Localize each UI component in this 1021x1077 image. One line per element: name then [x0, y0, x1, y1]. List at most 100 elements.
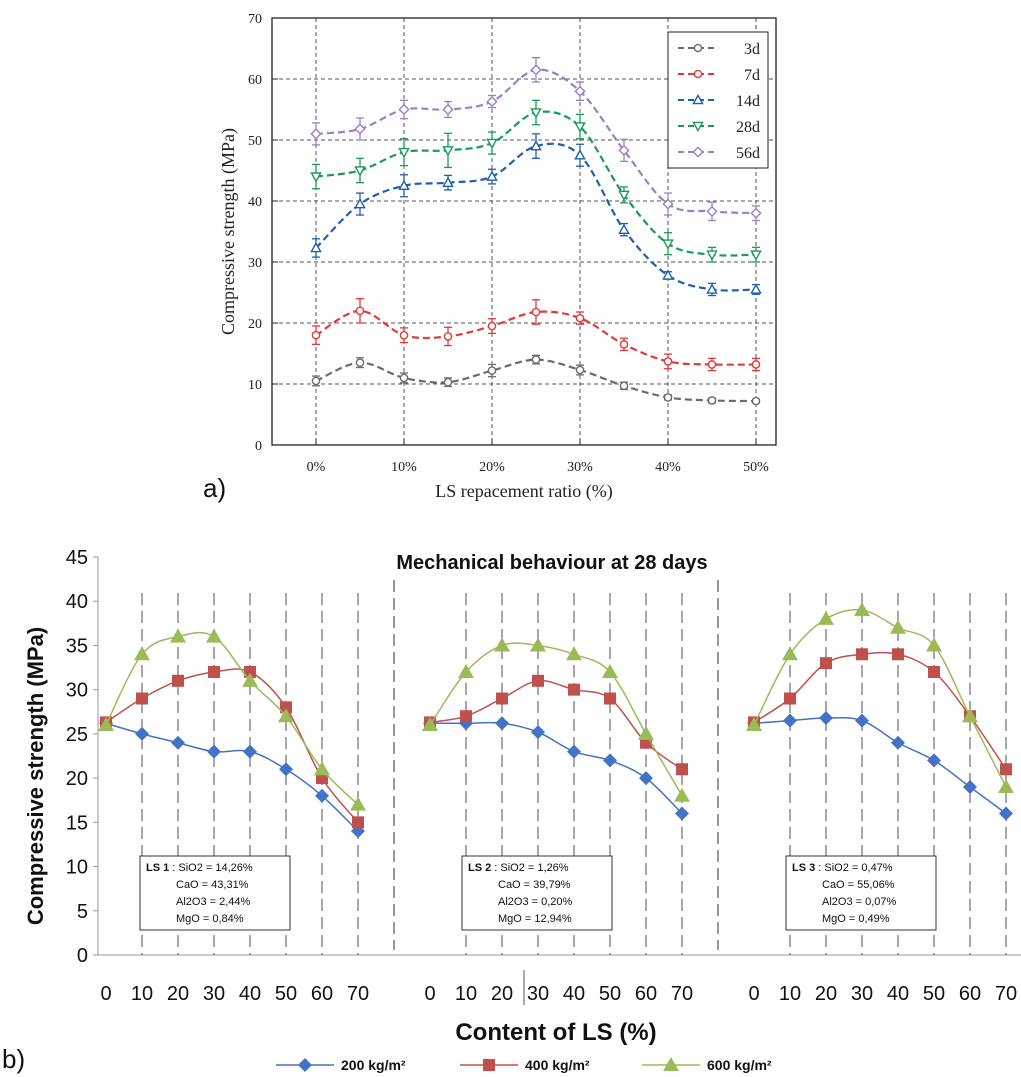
plot-frame	[271, 17, 777, 446]
group-LS 3: 0 10 20 30 40 50 60 70 LS 3 : SiO2 = 0,47% CaO = …	[746, 593, 1017, 1005]
data-point	[135, 726, 149, 741]
x-tick-label: 20	[167, 983, 189, 1005]
legend: 200 kg/m² 400 kg/m² 600 kg/m²	[276, 1057, 772, 1073]
data-point	[494, 637, 510, 652]
data-point	[354, 123, 366, 135]
data-point	[460, 710, 472, 723]
data-point	[676, 763, 688, 776]
data-point	[693, 43, 703, 53]
y-tick-label: 45	[66, 547, 88, 569]
y-tick-label: 0	[77, 945, 88, 967]
data-point	[398, 103, 410, 116]
data-point	[891, 735, 905, 750]
y-tick-label: 10	[248, 378, 262, 393]
data-point	[927, 753, 941, 768]
data-point	[531, 725, 545, 740]
data-point	[783, 713, 797, 728]
data-point	[314, 761, 330, 776]
y-tick-label: 30	[248, 256, 262, 271]
data-point	[279, 762, 293, 777]
legend-label: 400 kg/m²	[525, 1057, 590, 1073]
y-tick-label: 70	[248, 12, 262, 27]
composition-line-2: CaO = 43,31%	[176, 879, 249, 891]
x-tick-label: 10	[455, 983, 477, 1005]
legend-label: 28d	[736, 119, 760, 136]
data-point	[170, 628, 186, 643]
data-point	[487, 321, 497, 331]
y-axis-label: Compressive strength (MPa)	[218, 128, 239, 335]
data-point	[638, 725, 654, 740]
data-point	[398, 179, 410, 191]
data-point	[530, 64, 542, 76]
data-point	[567, 744, 581, 759]
data-point	[311, 330, 321, 340]
data-point	[530, 140, 542, 151]
data-point	[751, 360, 761, 369]
data-point	[619, 340, 629, 349]
data-point	[136, 692, 148, 705]
composition-line-1: LS 1 : SiO2 = 14,26%	[146, 862, 253, 874]
data-point	[532, 674, 544, 687]
data-point	[98, 717, 114, 732]
composition-line-4: MgO = 0,49%	[822, 913, 890, 925]
x-tick-label: 20%	[479, 460, 505, 475]
panel-b-chart: 0 5 10 15 20 25 30 35 40 45 Mechanical behaviour a…	[2, 547, 1021, 1074]
data-point	[495, 716, 509, 731]
data-point	[442, 176, 454, 188]
data-point	[926, 637, 942, 652]
data-point	[639, 771, 653, 786]
composition-sio2: : SiO2 = 14,26%	[169, 862, 253, 874]
data-point	[706, 205, 718, 217]
data-point	[675, 806, 689, 821]
data-point	[707, 396, 717, 405]
data-point	[355, 358, 365, 367]
data-point	[280, 701, 292, 714]
x-tick-label: 40	[887, 983, 909, 1005]
data-point	[618, 190, 630, 201]
y-tick-label: 60	[248, 73, 262, 88]
chart-title: Mechanical behaviour at 28 days	[396, 552, 707, 574]
legend-label: 600 kg/m²	[707, 1057, 772, 1073]
x-tick-label: 30	[203, 983, 225, 1005]
data-point	[751, 396, 761, 406]
y-tick-label: 20	[66, 768, 88, 790]
legend-marker	[298, 1058, 312, 1072]
x-tick-label: 60	[635, 983, 657, 1005]
composition-name: LS 2	[468, 862, 491, 874]
data-point	[928, 665, 940, 678]
x-tick-label: 50	[599, 983, 621, 1005]
x-tick-label: 50	[923, 983, 945, 1005]
data-point	[619, 381, 629, 391]
data-point	[750, 250, 762, 261]
data-point	[746, 717, 762, 732]
legend-label: 200 kg/m²	[341, 1057, 406, 1073]
data-point	[442, 103, 454, 116]
composition-sio2: : SiO2 = 1,26%	[491, 862, 569, 874]
data-point	[207, 744, 221, 759]
y-tick-label: 10	[66, 857, 88, 879]
legend-box	[667, 31, 769, 169]
x-tick-label: 40	[239, 983, 261, 1005]
data-point	[618, 144, 630, 156]
legend-label: 14d	[736, 93, 760, 110]
series-3d	[311, 354, 761, 406]
data-point	[854, 602, 870, 617]
data-point	[707, 360, 717, 369]
data-point	[531, 355, 541, 364]
y-tick-label: 5	[77, 901, 88, 923]
series-14d	[310, 133, 762, 297]
data-point	[310, 172, 322, 183]
composition-box	[461, 855, 613, 931]
series-line	[315, 358, 757, 403]
data-point	[575, 365, 585, 375]
composition-line-1: LS 3 : SiO2 = 0,47%	[792, 862, 893, 874]
x-tick-label: 50%	[743, 460, 769, 475]
data-point	[243, 744, 257, 759]
x-tick-label: 10	[131, 983, 153, 1005]
data-point	[531, 307, 541, 317]
data-point	[487, 366, 497, 375]
group-LS 2: 0 10 20 30 40 50 60 70 LS 2 : SiO2 = 1,26% CaO = …	[422, 593, 693, 1005]
data-point	[399, 373, 409, 383]
y-tick-label: 15	[66, 812, 88, 834]
